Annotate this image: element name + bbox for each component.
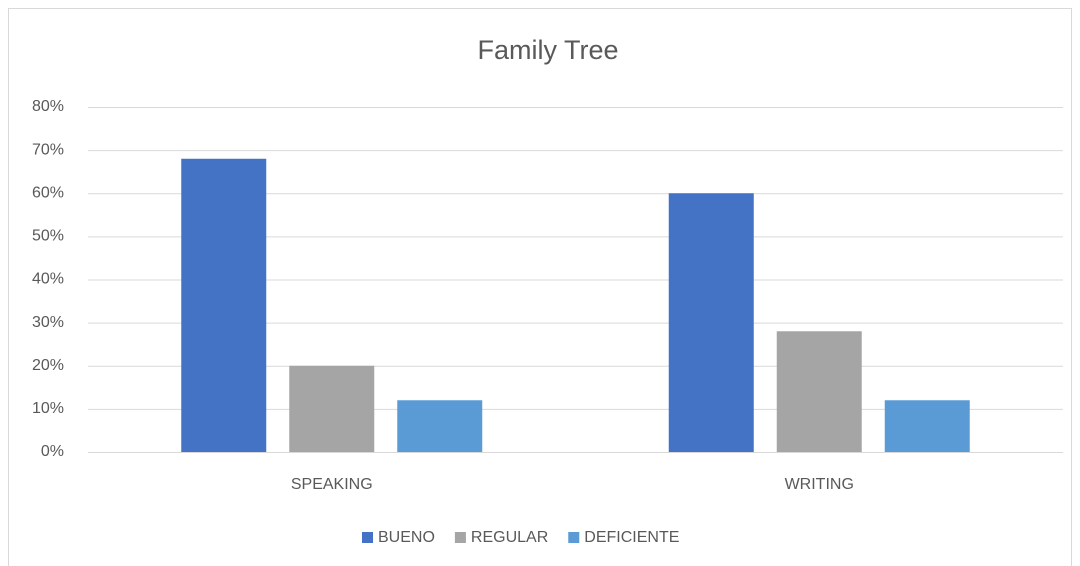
bar bbox=[776, 331, 862, 452]
bar bbox=[397, 400, 483, 452]
y-tick-label: 10% bbox=[32, 400, 64, 417]
y-tick-label: 50% bbox=[32, 228, 64, 245]
x-tick-label: WRITING bbox=[785, 476, 854, 493]
legend-label: BUENO bbox=[378, 529, 435, 546]
bar bbox=[289, 365, 375, 452]
legend-swatch bbox=[454, 532, 466, 543]
x-tick-label: SPEAKING bbox=[291, 476, 373, 493]
legend-label: REGULAR bbox=[471, 529, 548, 546]
y-tick-label: 70% bbox=[32, 141, 64, 158]
y-tick-label: 40% bbox=[32, 271, 64, 288]
legend-swatch bbox=[568, 532, 580, 543]
legend-swatch bbox=[362, 532, 373, 543]
bar bbox=[884, 400, 970, 452]
bar bbox=[668, 193, 754, 452]
y-tick-label: 30% bbox=[32, 314, 64, 331]
chart-frame bbox=[8, 8, 1072, 566]
chart-title: Family Tree bbox=[477, 35, 618, 65]
y-tick-label: 20% bbox=[32, 357, 64, 374]
y-tick-label: 0% bbox=[41, 443, 64, 460]
legend-label: DEFICIENTE bbox=[584, 529, 679, 546]
y-tick-label: 80% bbox=[32, 98, 64, 115]
bar bbox=[181, 158, 267, 452]
y-tick-label: 60% bbox=[32, 184, 64, 201]
